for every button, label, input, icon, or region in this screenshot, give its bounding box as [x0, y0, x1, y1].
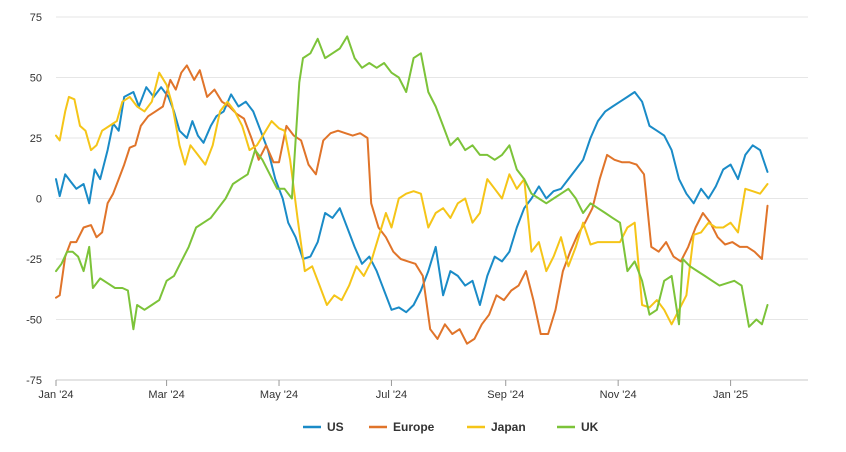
- legend: US Europe Japan UK: [303, 420, 599, 434]
- y-tick-label: 50: [30, 73, 42, 85]
- y-tick-label: 75: [30, 12, 42, 24]
- legend-item-uk[interactable]: UK: [557, 420, 599, 434]
- x-tick-label: Nov '24: [600, 389, 637, 401]
- x-tick-label: Jan '24: [38, 389, 73, 401]
- x-tick-label: Jan '25: [713, 389, 748, 401]
- legend-label: Japan: [491, 420, 526, 434]
- series-line-japan: [55, 71, 769, 326]
- legend-label: US: [327, 420, 344, 434]
- x-tick-label: Jul '24: [376, 389, 407, 401]
- x-tick-label: Sep '24: [487, 389, 524, 401]
- y-tick-label: 25: [30, 133, 42, 145]
- x-tick-label: Mar '24: [148, 389, 184, 401]
- series-line-uk: [55, 35, 769, 331]
- series-line-europe: [55, 64, 769, 345]
- series-lines: [55, 35, 769, 345]
- y-tick-label: -50: [26, 315, 42, 327]
- y-tick-label: 0: [36, 194, 42, 206]
- legend-item-japan[interactable]: Japan: [467, 420, 526, 434]
- x-axis: Jan '24 Mar '24 May '24 Jul '24 Sep '24 Nov '…: [38, 380, 748, 401]
- series-line-us: [55, 86, 769, 314]
- y-axis-tick-labels: -75 -50 -25 0 25 50 75: [26, 12, 42, 387]
- y-tick-label: -75: [26, 375, 42, 387]
- legend-item-europe[interactable]: Europe: [369, 420, 435, 434]
- legend-label: UK: [581, 420, 599, 434]
- x-tick-label: May '24: [260, 389, 298, 401]
- legend-label: Europe: [393, 420, 435, 434]
- legend-item-us[interactable]: US: [303, 420, 344, 434]
- y-tick-label: -25: [26, 254, 42, 266]
